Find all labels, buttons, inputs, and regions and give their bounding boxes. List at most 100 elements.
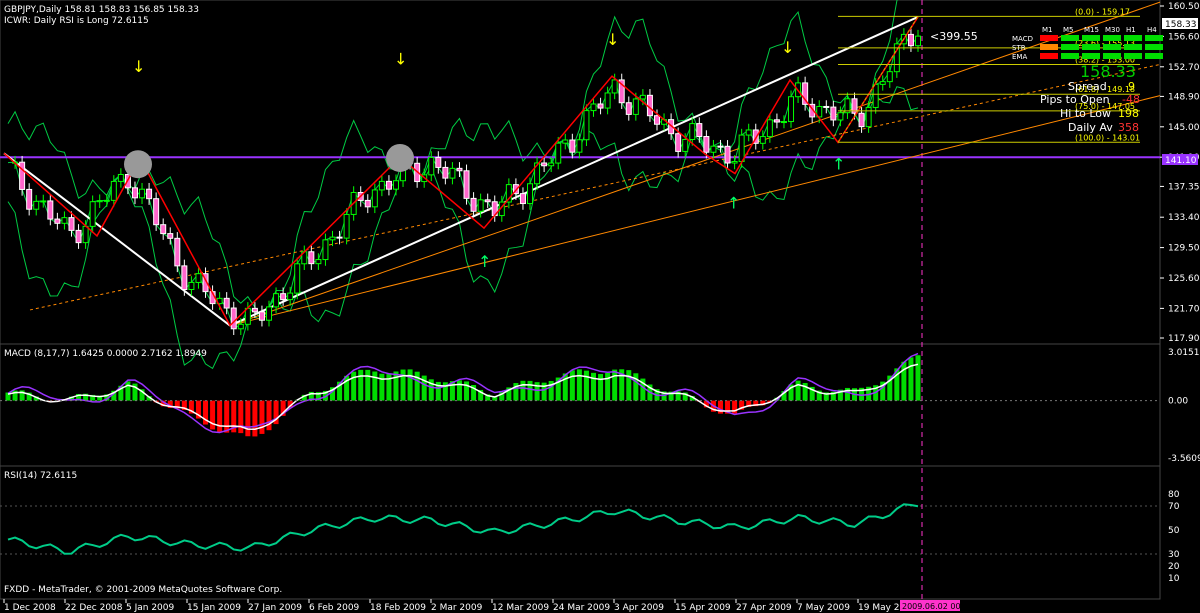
candle-body xyxy=(879,81,886,85)
macd-bar xyxy=(569,370,575,401)
macd-bar xyxy=(562,373,568,401)
price-tag-box xyxy=(1162,18,1198,29)
candle-body xyxy=(131,187,138,199)
macd-bar xyxy=(541,382,547,401)
macd-bar xyxy=(83,393,89,401)
macd-bar xyxy=(626,370,632,401)
macd-bar xyxy=(844,387,850,401)
macd-bar xyxy=(287,400,293,408)
price-tick-label: 148.90 xyxy=(1168,92,1200,102)
candle-body xyxy=(47,200,54,220)
tf-cell xyxy=(1082,44,1100,50)
candle-body xyxy=(865,106,872,128)
big-price: 158.33 xyxy=(1080,62,1136,81)
rsi-tick-label: 50 xyxy=(1168,526,1180,536)
macd-bar xyxy=(26,392,32,401)
tf-header: H4 xyxy=(1147,26,1157,34)
cursor-date: 2009.06.02 00:00 xyxy=(902,602,973,611)
macd-bar xyxy=(732,400,738,414)
price-tick-label: 125.60 xyxy=(1168,274,1200,284)
price-tag: 158.33 xyxy=(1165,20,1197,30)
candle-body xyxy=(618,79,625,104)
rsi-tick-label: 80 xyxy=(1168,490,1180,500)
candle-body xyxy=(548,162,555,167)
macd-bar xyxy=(583,370,589,401)
date-tick-label: 15 Apr 2009 xyxy=(675,603,731,613)
candle-body xyxy=(675,133,682,152)
trend-lines xyxy=(0,0,1161,599)
price-tick-label: 133.40 xyxy=(1168,213,1200,223)
macd-bar xyxy=(203,400,209,425)
candle-body xyxy=(583,110,590,141)
candle-body xyxy=(527,183,534,205)
daily-av-label: Daily Av xyxy=(1068,121,1113,134)
price-tick-label: 117.90 xyxy=(1168,334,1200,344)
bollinger-line xyxy=(7,0,898,321)
macd-panel-frame[interactable] xyxy=(0,343,1161,467)
macd-bar xyxy=(830,391,836,401)
date-tick-label: 18 Feb 2009 xyxy=(370,603,426,613)
fib-label: (75.0) - 147.05 xyxy=(1075,102,1135,111)
candle-body xyxy=(294,263,301,294)
macd-bar xyxy=(224,400,230,433)
fibonacci: (0.0) - 159.17 (23.6) - 155.13 (38.2) - 15… xyxy=(837,7,1140,143)
price-tick-label: 137.35 xyxy=(1168,182,1200,192)
candle-body xyxy=(202,273,209,293)
date-tick-label: 27 Apr 2009 xyxy=(736,603,792,613)
candle-body xyxy=(717,145,724,148)
macd-bar xyxy=(33,396,39,401)
macd-bar xyxy=(160,400,166,407)
macd-bar xyxy=(428,379,434,401)
candle-body xyxy=(731,161,738,164)
candle-body xyxy=(96,200,103,203)
channel-line xyxy=(229,1,1161,327)
price-tick-label: 145.00 xyxy=(1168,123,1200,133)
candle-body xyxy=(604,92,611,109)
macd-bar xyxy=(351,371,357,401)
spread-label: Spread xyxy=(1068,80,1107,93)
macd-bar xyxy=(167,400,173,408)
tf-cell xyxy=(1040,35,1058,41)
rsi-panel-frame[interactable] xyxy=(0,465,1161,600)
macd-bar xyxy=(619,369,625,401)
macd-bar xyxy=(548,380,554,401)
candle-body xyxy=(167,233,174,239)
fib-label: (0.0) - 159.17 xyxy=(1075,7,1130,16)
trendline xyxy=(229,15,919,327)
candle-body xyxy=(371,189,378,208)
down-arrow-icon: ↓ xyxy=(606,30,619,49)
candle-body xyxy=(915,35,921,47)
candle-body xyxy=(766,119,773,138)
price-panel[interactable] xyxy=(0,0,1161,345)
copyright: FXDD - MetaTrader, © 2001-2009 MetaQuote… xyxy=(4,585,282,595)
candle-body xyxy=(315,259,322,265)
macd-bar xyxy=(301,394,307,401)
macd-bar xyxy=(139,389,145,401)
macd-bar xyxy=(174,400,180,409)
candle-body xyxy=(456,167,463,172)
date-tick-label: 6 Feb 2009 xyxy=(309,603,360,613)
candles xyxy=(12,28,921,336)
candle-body xyxy=(534,162,541,185)
candle-body xyxy=(117,173,124,182)
date-tick-label: 22 Dec 2008 xyxy=(65,603,123,613)
macd-bar xyxy=(908,357,914,401)
macd-histogram xyxy=(0,352,1160,437)
candle-body xyxy=(484,199,491,203)
macd-bar xyxy=(90,394,96,401)
candle-body xyxy=(625,102,632,115)
tf-header: H1 xyxy=(1126,26,1136,34)
tf-cell xyxy=(1124,35,1142,41)
macd-bar xyxy=(358,369,364,401)
tf-header: M5 xyxy=(1063,26,1074,34)
candle-body xyxy=(195,273,202,283)
pips-open-label: Pips to Open xyxy=(1040,93,1110,106)
macd-bar xyxy=(576,369,582,401)
tf-cell xyxy=(1124,53,1142,59)
candle-body xyxy=(696,123,703,138)
macd-bar xyxy=(456,380,462,401)
macd-bar xyxy=(386,373,392,401)
candle-body xyxy=(174,237,181,267)
